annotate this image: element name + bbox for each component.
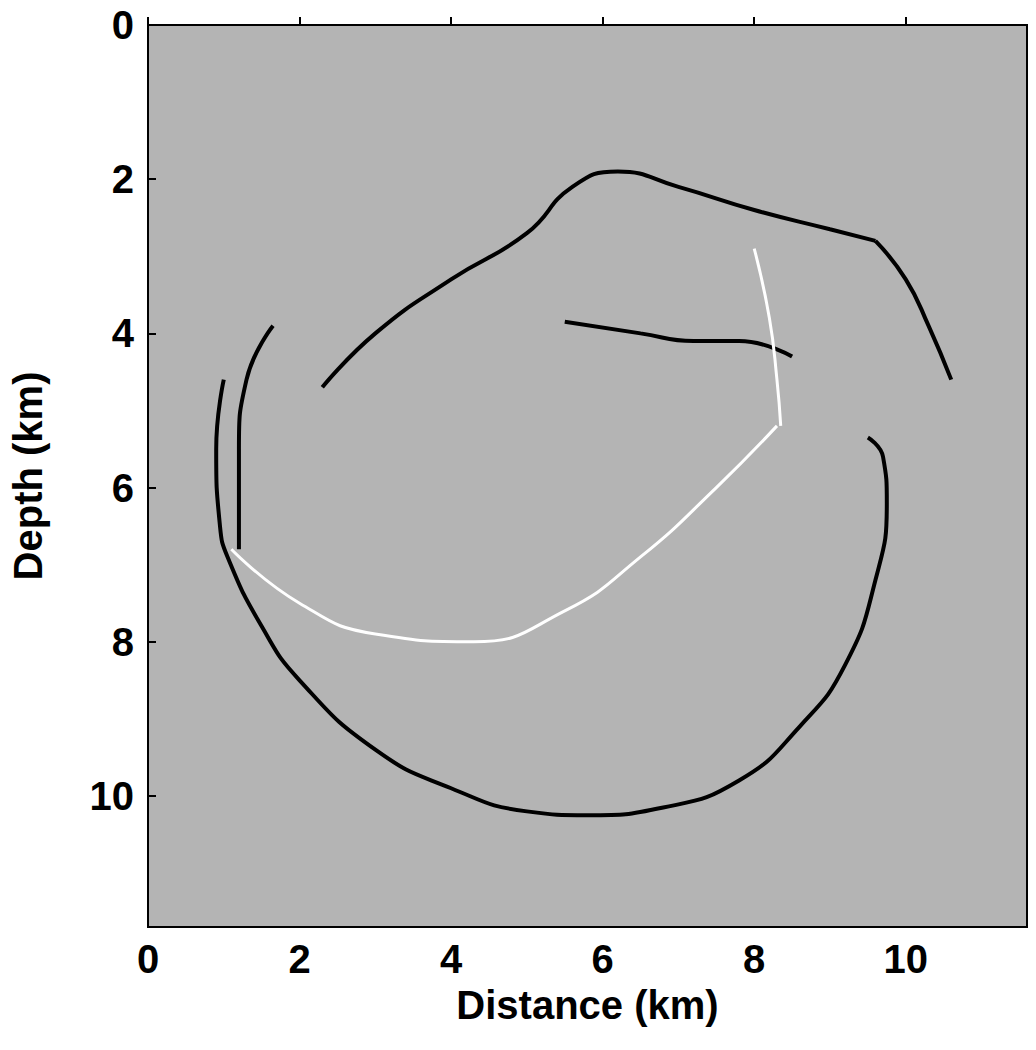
svg-text:Distance (km): Distance (km) <box>456 983 718 1027</box>
svg-text:0: 0 <box>112 3 134 47</box>
svg-text:2: 2 <box>288 937 310 981</box>
svg-text:4: 4 <box>440 937 463 981</box>
svg-text:0: 0 <box>137 937 159 981</box>
svg-text:2: 2 <box>112 157 134 201</box>
svg-text:10: 10 <box>90 774 135 818</box>
svg-text:6: 6 <box>592 937 614 981</box>
svg-text:8: 8 <box>112 620 134 664</box>
svg-text:8: 8 <box>743 937 765 981</box>
svg-text:6: 6 <box>112 466 134 510</box>
svg-text:4: 4 <box>112 311 135 355</box>
svg-text:Depth (km): Depth (km) <box>6 372 50 581</box>
svg-text:10: 10 <box>884 937 929 981</box>
